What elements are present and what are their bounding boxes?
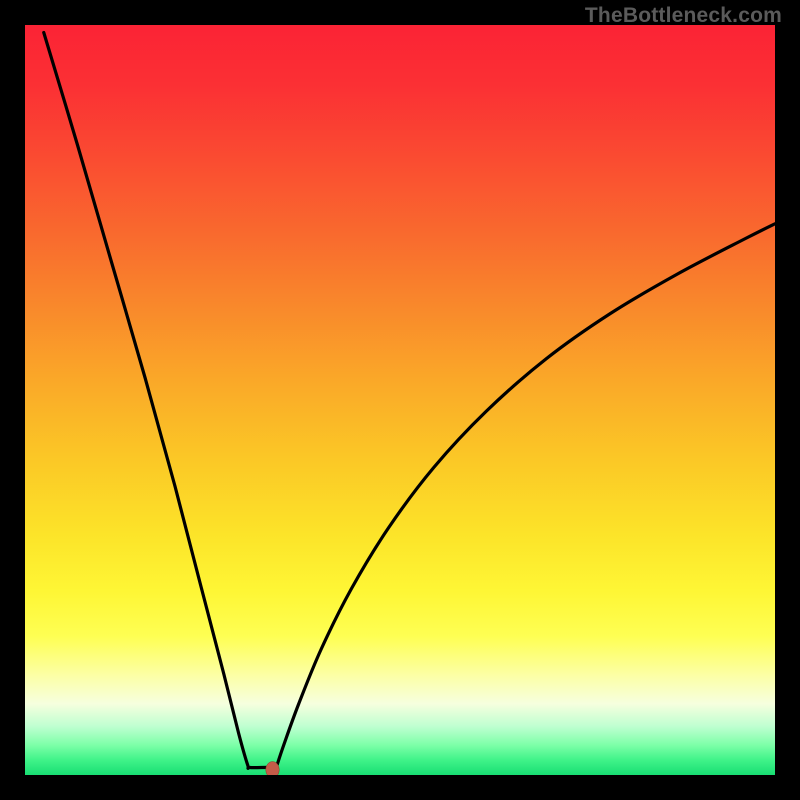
bottleneck-curve: [25, 25, 775, 775]
watermark-text: TheBottleneck.com: [585, 4, 782, 28]
curve-right-branch: [276, 224, 775, 768]
curve-left-branch: [44, 33, 274, 770]
plot-area: [25, 25, 775, 775]
minimum-marker-icon: [266, 762, 280, 775]
